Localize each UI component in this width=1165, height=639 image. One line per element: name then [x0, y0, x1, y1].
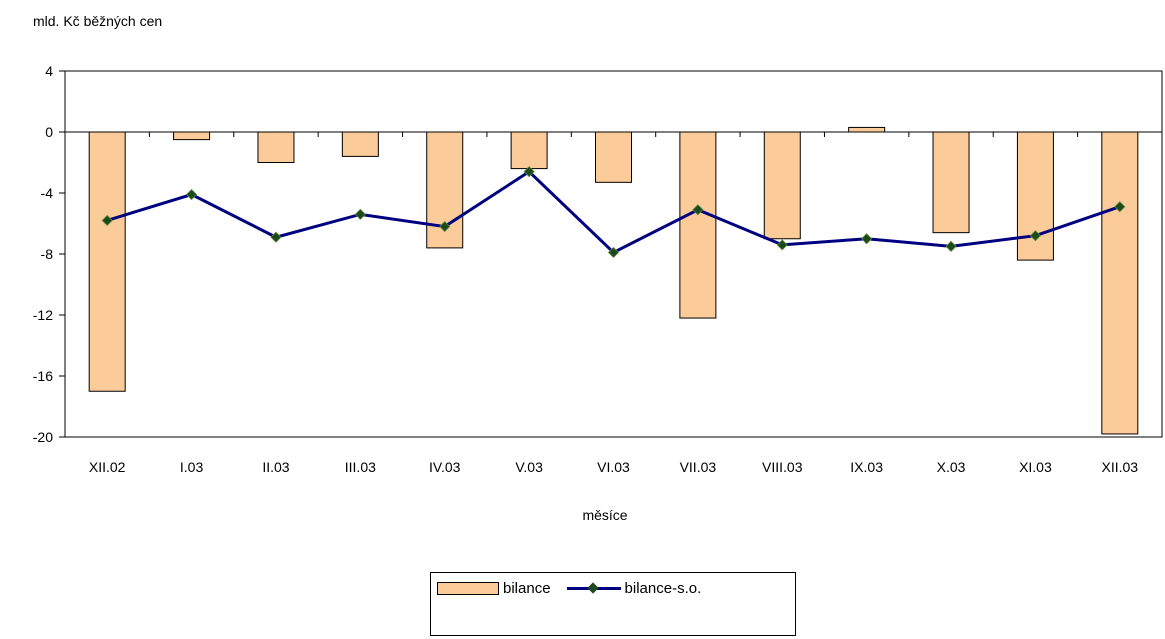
x-tick-label: IV.03 — [429, 459, 461, 475]
x-tick-label: XII.03 — [1102, 459, 1139, 475]
point-bilance-so — [523, 166, 535, 178]
y-tick-label: 0 — [45, 124, 53, 140]
point-bilance-so — [101, 214, 113, 227]
x-axis-title: měsíce — [582, 507, 627, 523]
x-tick-label: VI.03 — [597, 459, 630, 475]
x-tick-label: V.03 — [515, 459, 543, 475]
bar-bilance — [510, 131, 548, 170]
point-bilance-so — [270, 231, 282, 243]
legend-swatch-line — [566, 581, 621, 595]
x-tick-label: III.03 — [345, 459, 376, 475]
point-bilance-so — [439, 220, 451, 233]
point-bilance-so — [776, 239, 788, 251]
y-tick-label: -16 — [33, 368, 53, 384]
point-bilance-so — [354, 208, 366, 220]
legend-label-bilance: bilance — [503, 579, 551, 597]
point-bilance-so — [861, 233, 873, 245]
bar-bilance — [341, 131, 379, 157]
bar-bilance — [595, 131, 632, 183]
bar-bilance — [173, 131, 211, 141]
y-tick-label: 4 — [45, 63, 53, 79]
x-tick-label: VII.03 — [680, 459, 717, 475]
bar-bilance — [257, 131, 295, 163]
legend-item-bilance-so: bilance-s.o. — [566, 579, 702, 597]
bar-bilance — [1101, 131, 1139, 435]
point-bilance-so — [1029, 230, 1041, 242]
bar-bilance — [88, 131, 126, 392]
y-tick-label: -12 — [33, 307, 53, 323]
y-tick-label: -4 — [41, 185, 54, 201]
plot-area: 4 0 -4 -8 -12 -16 -20 XII.02 I.03 II.03 III.03 IV.0… — [33, 63, 1163, 475]
y-tick-label: -20 — [33, 429, 53, 445]
x-tick-label: X.03 — [937, 459, 966, 475]
point-bilance-so — [1114, 201, 1126, 213]
bar-bilance — [763, 131, 801, 240]
legend-swatch-bar — [437, 581, 499, 595]
x-tick-label: I.03 — [180, 459, 204, 475]
x-tick-label: XI.03 — [1019, 459, 1052, 475]
y-tick-label: -8 — [41, 246, 54, 262]
point-bilance-so — [607, 246, 620, 259]
point-bilance-so — [692, 204, 704, 216]
legend-label-bilance-so: bilance-s.o. — [624, 579, 702, 597]
legend-item-bilance: bilance — [437, 580, 551, 597]
x-tick-label: XII.02 — [89, 459, 126, 475]
unit-label: mld. Kč běžných cen — [33, 13, 162, 29]
x-tick-label: IX.03 — [850, 459, 883, 475]
bar-bilance — [679, 131, 717, 319]
bar-bilance — [932, 131, 970, 234]
x-tick-label: VIII.03 — [762, 459, 803, 475]
legend: bilance bilance-s.o. — [430, 572, 796, 636]
bar-bilance — [848, 126, 886, 133]
point-bilance-so — [945, 240, 957, 252]
point-bilance-so — [186, 188, 198, 201]
x-tick-label: II.03 — [262, 459, 289, 475]
